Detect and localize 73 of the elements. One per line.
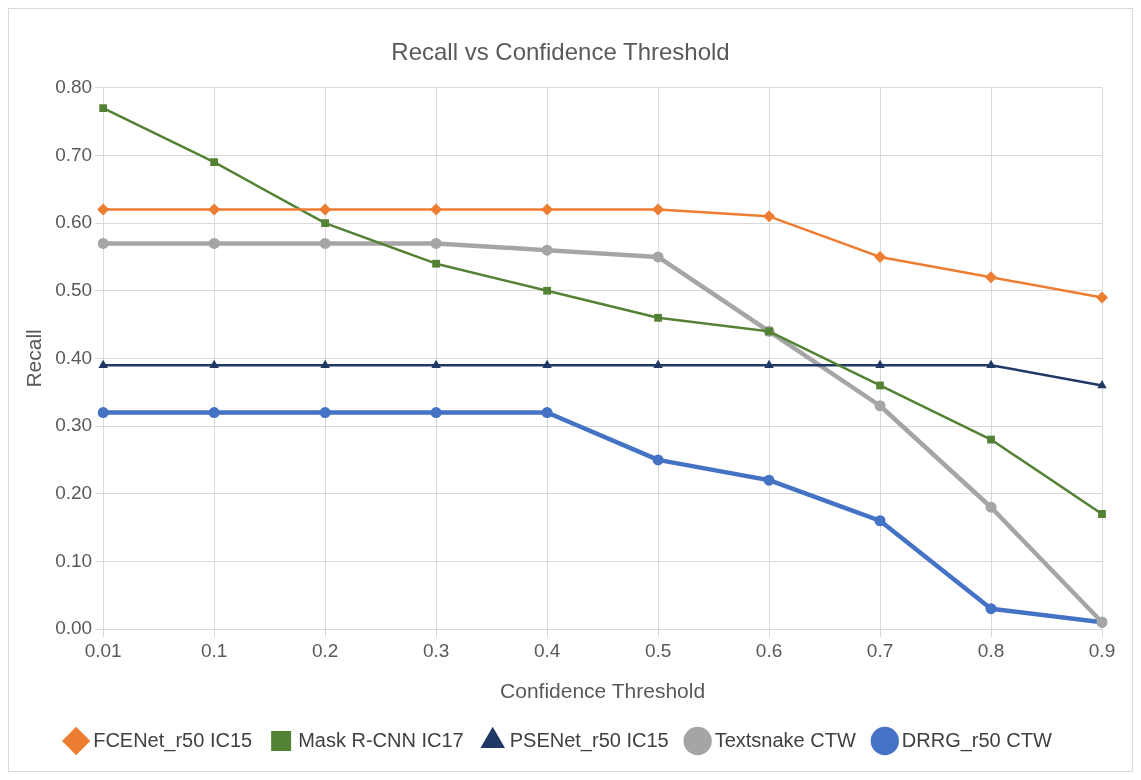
x-tick-label: 0.5 bbox=[644, 639, 672, 661]
point bbox=[652, 203, 665, 216]
point bbox=[321, 219, 330, 227]
point bbox=[1096, 291, 1108, 304]
x-tick-label: 0.3 bbox=[422, 639, 450, 661]
point bbox=[208, 237, 220, 249]
point bbox=[763, 210, 776, 223]
point bbox=[874, 250, 887, 263]
point bbox=[876, 381, 884, 390]
point bbox=[97, 203, 110, 216]
point bbox=[541, 203, 554, 216]
x-tick-label: 0.1 bbox=[200, 639, 228, 661]
point bbox=[985, 603, 997, 615]
point bbox=[208, 407, 220, 419]
point bbox=[319, 203, 332, 216]
y-tick-label: 0.00 bbox=[55, 617, 93, 639]
point bbox=[764, 359, 774, 368]
y-axis-title: Recall bbox=[22, 329, 46, 388]
legend-label: Textsnake CTW bbox=[714, 728, 856, 751]
x-tick-label: 0.4 bbox=[533, 639, 561, 661]
point bbox=[1097, 379, 1107, 389]
point bbox=[986, 359, 996, 368]
point bbox=[209, 359, 219, 368]
point bbox=[99, 104, 108, 112]
point bbox=[541, 407, 553, 419]
x-tick-label: 0.8 bbox=[977, 639, 1005, 661]
point bbox=[541, 244, 553, 256]
legend-label: Mask R-CNN IC17 bbox=[298, 728, 464, 751]
y-tick-label: 0.10 bbox=[55, 549, 93, 571]
point bbox=[874, 515, 886, 527]
legend-label: FCENet_r50 IC15 bbox=[93, 728, 253, 752]
x-tick-label: 0.01 bbox=[84, 639, 122, 661]
point bbox=[1098, 510, 1106, 518]
point bbox=[98, 359, 108, 368]
chart-title: Recall vs Confidence Threshold bbox=[391, 38, 730, 66]
y-tick-label: 0.20 bbox=[55, 481, 93, 503]
y-tick-label: 0.50 bbox=[55, 278, 93, 300]
point bbox=[210, 158, 219, 167]
y-tick-label: 0.80 bbox=[55, 76, 93, 98]
point bbox=[653, 359, 663, 368]
point bbox=[430, 407, 442, 419]
legend-label: DRRG_r50 CTW bbox=[901, 728, 1052, 752]
point bbox=[208, 203, 221, 216]
point bbox=[985, 271, 998, 284]
point bbox=[875, 359, 885, 368]
point bbox=[320, 359, 330, 368]
x-tick-label: 0.7 bbox=[866, 639, 894, 661]
x-tick-label: 0.2 bbox=[311, 639, 339, 661]
point bbox=[97, 407, 109, 419]
point bbox=[542, 359, 552, 368]
point bbox=[874, 400, 886, 412]
point bbox=[319, 407, 331, 419]
point bbox=[431, 359, 441, 368]
x-axis-title: Confidence Threshold bbox=[500, 679, 706, 703]
y-tick-label: 0.40 bbox=[55, 346, 93, 368]
point bbox=[987, 435, 995, 444]
point bbox=[97, 237, 109, 249]
point bbox=[432, 259, 441, 268]
y-tick-label: 0.60 bbox=[55, 211, 93, 233]
point bbox=[654, 313, 662, 322]
point bbox=[430, 237, 442, 249]
point bbox=[763, 474, 775, 486]
point bbox=[430, 203, 443, 216]
point bbox=[652, 251, 664, 263]
x-tick-label: 0.6 bbox=[755, 639, 783, 661]
point bbox=[652, 454, 664, 466]
legend-label: PSENet_r50 IC15 bbox=[509, 728, 669, 752]
x-tick-label: 0.9 bbox=[1088, 639, 1116, 661]
point bbox=[319, 237, 331, 249]
y-tick-label: 0.70 bbox=[55, 143, 93, 165]
point bbox=[985, 501, 997, 513]
y-tick-label: 0.30 bbox=[55, 414, 93, 436]
point bbox=[543, 286, 551, 295]
